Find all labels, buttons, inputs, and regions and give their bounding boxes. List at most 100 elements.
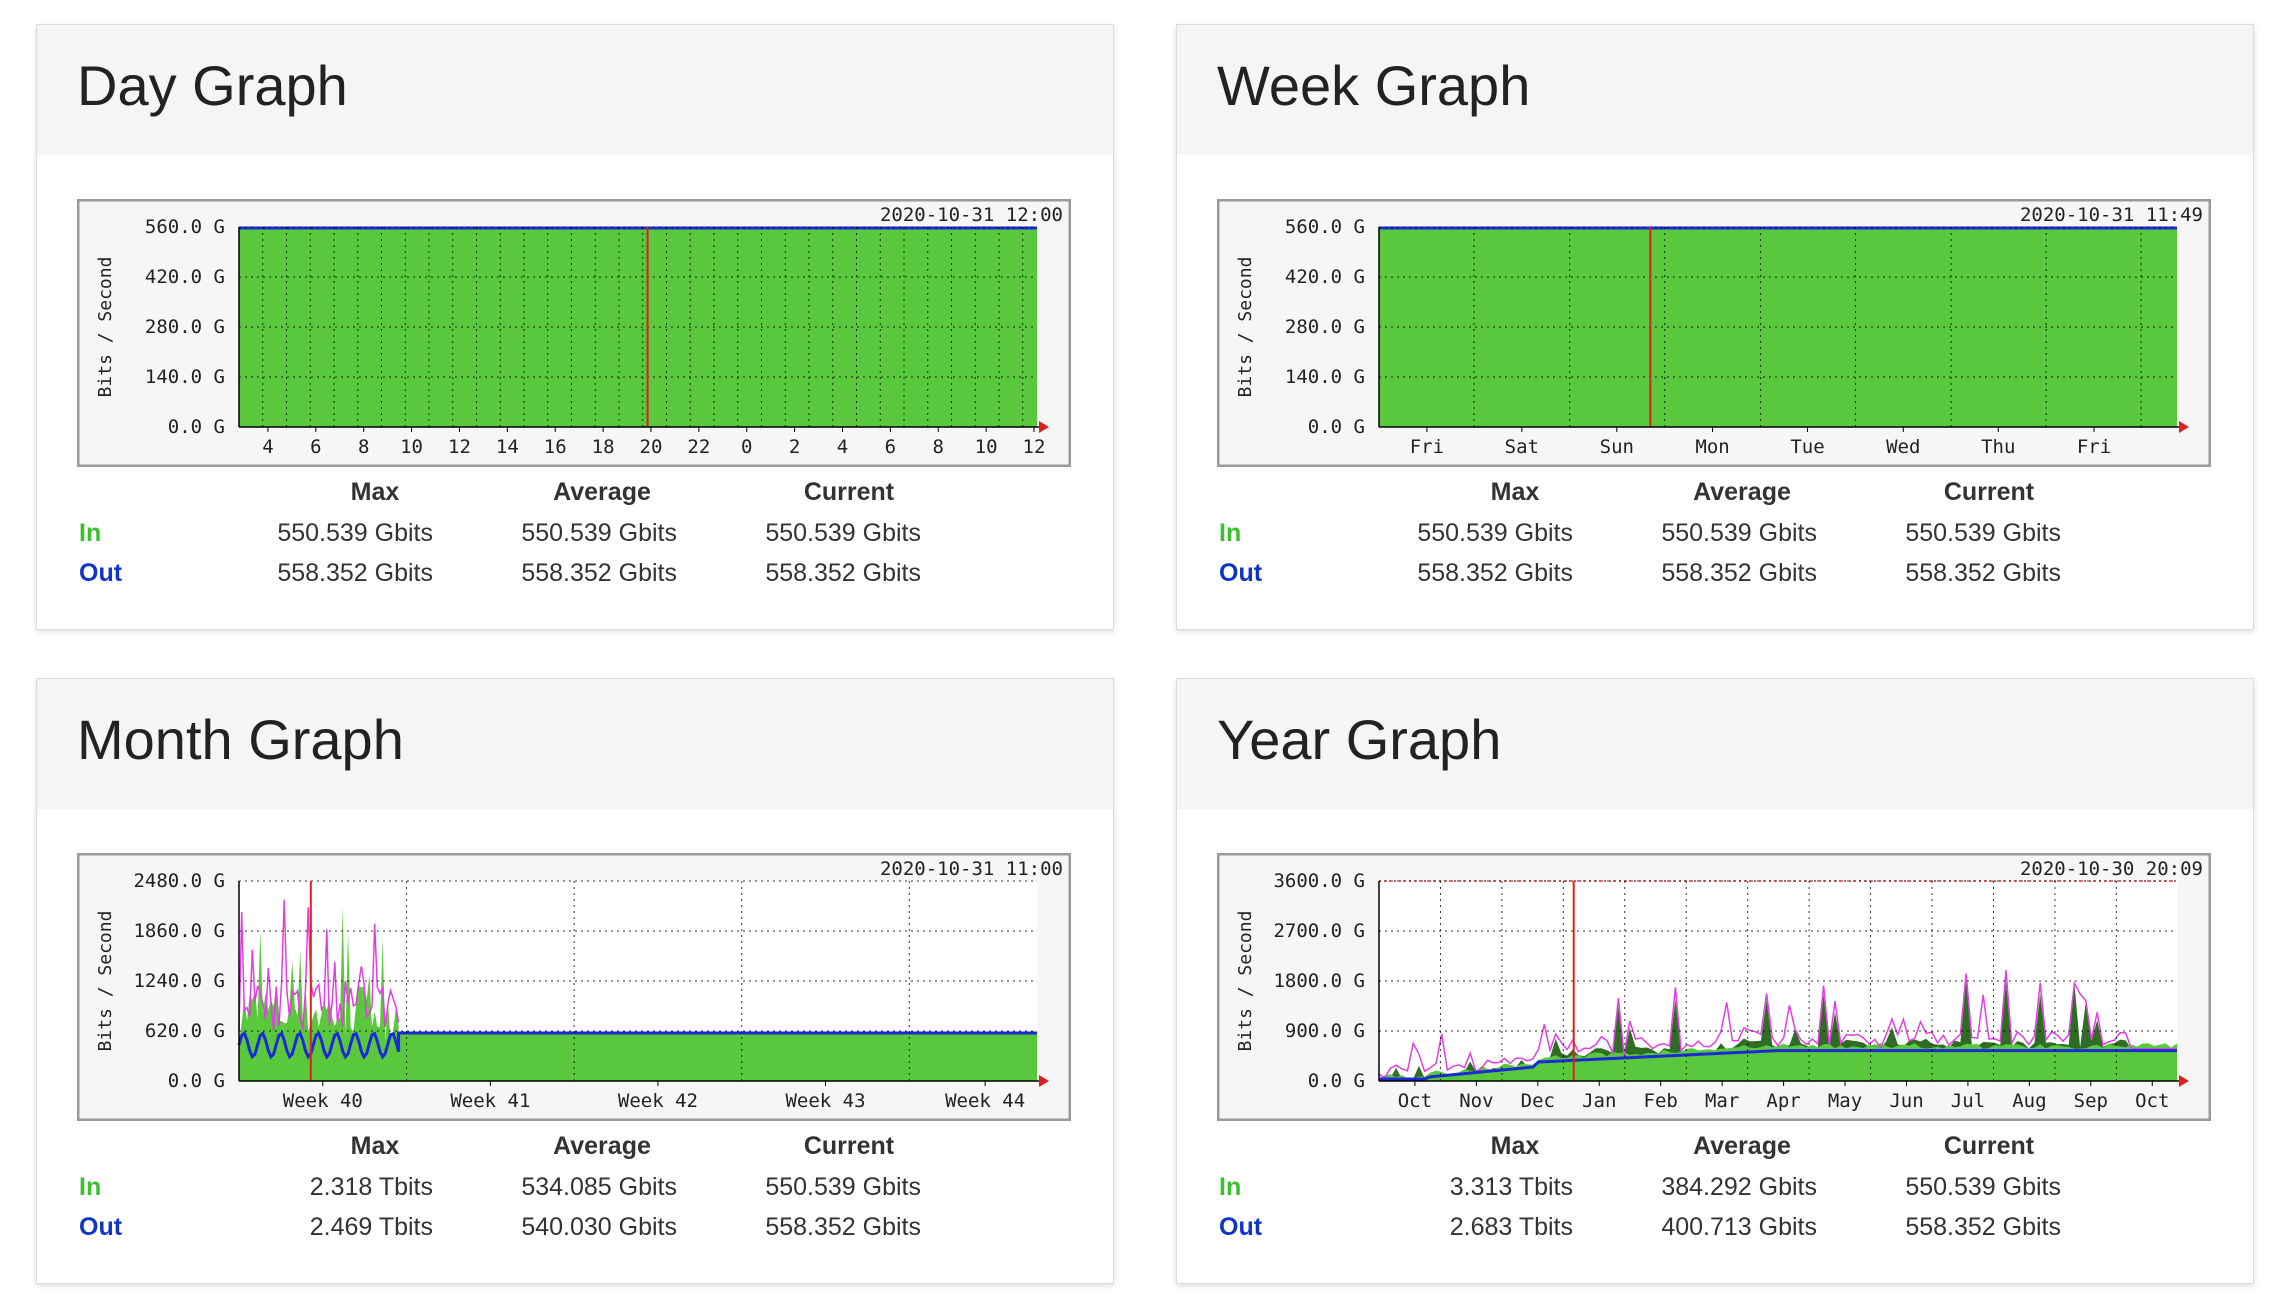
stats-row-label-in: In [79,1173,102,1201]
stats-out-average: 400.713 Gbits [1661,1213,1817,1241]
week-graph-card: Week Graph 560.0 G 420.0 G 280.0 G 140.0 G 0… [1176,24,2254,630]
stats-row-label-out: Out [1219,1213,1263,1241]
stats-out-current: 558.352 Gbits [765,1213,921,1241]
x-tick-label: Tue [1790,436,1824,458]
in-fill-area [239,229,1037,427]
x-tick-label: 10 [975,436,998,458]
x-tick-label: Aug [2012,1090,2046,1112]
out-line [1379,1049,2177,1081]
x-tick-label: 6 [885,436,896,458]
x-tick-label: Wed [1886,436,1920,458]
y-axis-label: Bits / Second [1235,911,1256,1052]
x-tick-label: Week 42 [618,1090,698,1112]
stats-header-max: Max [1490,478,1540,506]
x-tick-label: Sun [1600,436,1634,458]
x-tick-label: May [1828,1090,1862,1112]
card-title: Year Graph [1217,708,1502,771]
y-axis-label: Bits / Second [95,911,116,1052]
x-tick-label: Sat [1505,436,1539,458]
stats-header-current: Current [803,1132,895,1160]
month-graph-card: Month Graph 2480.0 G 1860.0 G 1240.0 G 620.… [36,678,1114,1284]
stats-header-average: Average [1693,1132,1791,1160]
x-tick-label: Week 40 [283,1090,363,1112]
graph-timestamp: 2020-10-30 20:09 [2020,858,2203,880]
y-tick-label: 280.0 G [145,316,225,338]
stats-in-current: 550.539 Gbits [1905,1173,2061,1201]
card-header: Day Graph [37,25,1113,155]
stats-in-average: 550.539 Gbits [521,519,677,547]
stats-in-max: 550.539 Gbits [1417,519,1573,547]
max-out-line [238,899,400,1032]
week-graph-image: 560.0 G 420.0 G 280.0 G 140.0 G 0.0 G Fri Sat S… [1217,199,2211,467]
y-tick-label: 1240.0 G [133,970,225,992]
x-tick-label: 8 [358,436,369,458]
y-tick-label: 1800.0 G [1273,970,1365,992]
day-graph-card: Day Graph 560.0 G 420.0 G 280.0 G 140.0 G 0.… [36,24,1114,630]
stats-out-current: 558.352 Gbits [765,559,921,587]
y-tick-label: 420.0 G [1285,266,1365,288]
x-tick-label: Jul [1951,1090,1985,1112]
graph-svg: 3600.0 G 2700.0 G 1800.0 G 900.0 G 0.0 G Oct N… [1217,853,2211,1121]
x-tick-label: 22 [687,436,710,458]
y-tick-label: 420.0 G [145,266,225,288]
axis-arrow [2179,1075,2189,1087]
x-tick-label: 20 [640,436,663,458]
stats-out-current: 558.352 Gbits [1905,559,2061,587]
stats-header-max: Max [350,1132,400,1160]
year-graph-card: Year Graph 3600.0 G 2700.0 G 1800.0 G 900.0… [1176,678,2254,1284]
x-tick-label: Sep [2074,1090,2108,1112]
stats-out-average: 558.352 Gbits [1661,559,1817,587]
x-tick-label: 18 [592,436,615,458]
x-tick-label: Jan [1582,1090,1616,1112]
month-graph-image: 2480.0 G 1860.0 G 1240.0 G 620.0 G 0.0 G Week… [77,853,1071,1121]
graph-timestamp: 2020-10-31 12:00 [880,204,1063,226]
x-tick-label: Jun [1889,1090,1923,1112]
max-out-line [1378,969,2177,1079]
graph-timestamp: 2020-10-31 11:49 [2020,204,2203,226]
y-axis-label: Bits / Second [95,257,116,398]
graph-svg: 2480.0 G 1860.0 G 1240.0 G 620.0 G 0.0 G Week… [77,853,1071,1121]
stats-out-current: 558.352 Gbits [1905,1213,2061,1241]
y-axis-label: Bits / Second [1235,257,1256,398]
graph-svg: 560.0 G 420.0 G 280.0 G 140.0 G 0.0 G 4 6 8 10 12… [77,199,1071,467]
x-tick-label: Week 41 [450,1090,530,1112]
card-title: Month Graph [77,708,404,771]
y-tick-label: 0.0 G [168,416,225,438]
stats-header-average: Average [1693,478,1791,506]
x-tick-label: 6 [310,436,321,458]
stats-header-max: Max [1490,1132,1540,1160]
x-tick-label: 0 [741,436,752,458]
x-tick-label: 2 [789,436,800,458]
x-tick-label: 16 [544,436,567,458]
stats-row-label-out: Out [79,559,123,587]
y-tick-label: 3600.0 G [1273,870,1365,892]
x-tick-label: Fri [1410,436,1444,458]
stats-in-average: 534.085 Gbits [521,1173,677,1201]
stats-header-average: Average [553,1132,651,1160]
y-tick-label: 140.0 G [145,366,225,388]
stats-out-average: 558.352 Gbits [521,559,677,587]
y-tick-label: 0.0 G [1308,1070,1365,1092]
x-tick-label: Oct [1398,1090,1432,1112]
x-tick-label: 10 [400,436,423,458]
y-tick-label: 2480.0 G [133,870,225,892]
graph-svg: 560.0 G 420.0 G 280.0 G 140.0 G 0.0 G Fri Sat S… [1217,199,2211,467]
stats-header-average: Average [553,478,651,506]
card-header: Week Graph [1177,25,2253,155]
x-tick-label: Nov [1459,1090,1493,1112]
stats-header-current: Current [1943,1132,2035,1160]
x-tick-label: Mar [1705,1090,1739,1112]
card-header: Year Graph [1177,679,2253,809]
x-tick-label: 12 [448,436,471,458]
stats-row-label-in: In [1219,519,1242,547]
axis-arrow [1039,1075,1049,1087]
x-tick-label: Feb [1644,1090,1678,1112]
day-graph-image: 560.0 G 420.0 G 280.0 G 140.0 G 0.0 G 4 6 8 10 12… [77,199,1071,467]
year-graph-image: 3600.0 G 2700.0 G 1800.0 G 900.0 G 0.0 G Oct N… [1217,853,2211,1121]
x-tick-label: Mon [1695,436,1729,458]
x-tick-label: Fri [2077,436,2111,458]
x-tick-label: 14 [496,436,519,458]
stats-in-current: 550.539 Gbits [765,519,921,547]
out-line [237,1030,1037,1060]
x-tick-label: Week 44 [945,1090,1025,1112]
